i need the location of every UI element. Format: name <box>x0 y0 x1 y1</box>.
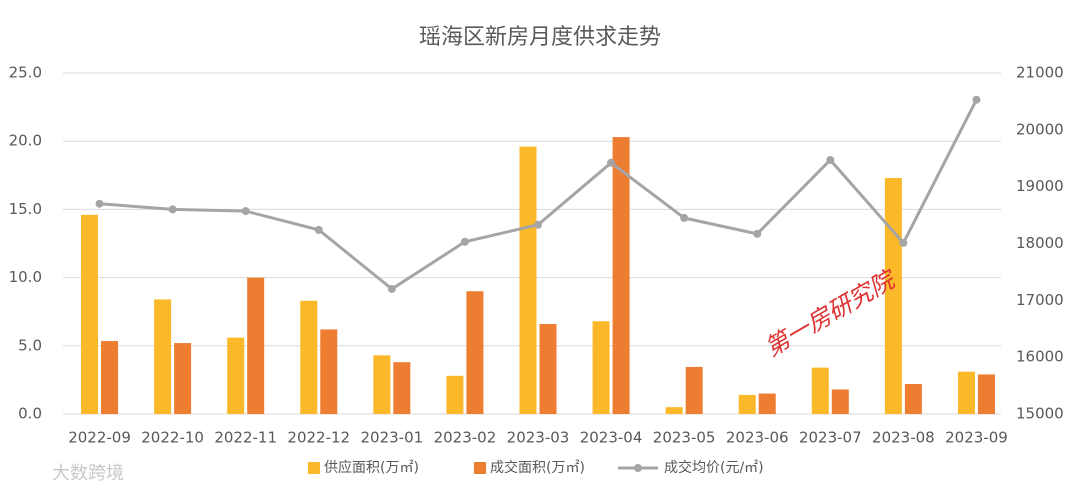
bar <box>393 362 411 414</box>
x-tick-label: 2022-11 <box>214 429 277 447</box>
bar <box>101 341 119 414</box>
x-tick-label: 2022-12 <box>287 429 350 447</box>
y2-tick-label: 21000 <box>1016 64 1064 82</box>
watermark: 大数跨境 <box>52 463 124 484</box>
y2-tick-label: 15000 <box>1016 405 1064 423</box>
bar <box>300 300 318 414</box>
bar <box>154 299 172 414</box>
y-tick-label: 0.0 <box>18 405 42 423</box>
y-tick-label: 10.0 <box>9 268 42 286</box>
bar <box>227 337 245 414</box>
line-point <box>241 207 250 216</box>
y-tick-label: 15.0 <box>9 200 42 218</box>
bar <box>811 367 829 414</box>
line-point <box>899 238 908 247</box>
bar <box>612 137 630 414</box>
line <box>99 99 978 291</box>
bar <box>174 343 192 414</box>
x-tick-label: 2023-01 <box>361 429 424 447</box>
bar <box>320 329 338 414</box>
line-point <box>460 237 469 246</box>
bar <box>831 389 849 414</box>
y-tick-label: 25.0 <box>9 64 42 82</box>
y2-tick-label: 16000 <box>1016 348 1064 366</box>
bar <box>446 375 464 414</box>
bar <box>665 407 683 414</box>
x-tick-label: 2023-06 <box>726 429 789 447</box>
bar <box>519 146 537 414</box>
legend-label: 成交面积(万㎡) <box>490 459 585 476</box>
line-point <box>680 213 689 222</box>
bar <box>904 383 922 414</box>
x-tick-label: 2023-08 <box>872 429 935 447</box>
bar <box>81 214 99 414</box>
legend-swatch <box>474 462 486 474</box>
bar <box>466 291 484 414</box>
bar <box>373 355 391 414</box>
x-tick-label: 2023-05 <box>653 429 716 447</box>
line-point <box>753 229 762 238</box>
x-tick-label: 2023-04 <box>580 429 643 447</box>
bar <box>247 277 265 414</box>
y2-tick-label: 18000 <box>1016 234 1064 252</box>
bar <box>957 371 975 414</box>
y2-tick-label: 19000 <box>1016 177 1064 195</box>
legend-label: 供应面积(万㎡) <box>324 459 419 476</box>
y2-tick-label: 20000 <box>1016 120 1064 138</box>
line-point <box>95 199 104 208</box>
legend-swatch <box>634 464 642 472</box>
x-tick-label: 2023-02 <box>434 429 497 447</box>
chart-title: 瑶海区新房月度供求走势 <box>419 25 661 50</box>
y2-tick-label: 17000 <box>1016 291 1064 309</box>
line-point <box>534 220 542 229</box>
bar <box>758 393 776 414</box>
bar <box>738 394 756 414</box>
legend-label: 成交均价(元/㎡) <box>664 459 764 476</box>
line-point <box>826 155 835 164</box>
x-tick-label: 2022-10 <box>141 429 204 447</box>
x-tick-label: 2022-09 <box>68 429 131 447</box>
line-point <box>168 205 177 214</box>
legend-swatch <box>308 462 320 474</box>
y-tick-label: 20.0 <box>9 132 42 150</box>
x-tick-label: 2023-09 <box>945 429 1008 447</box>
x-tick-label: 2023-07 <box>799 429 862 447</box>
x-tick-label: 2023-03 <box>507 429 570 447</box>
y-tick-label: 5.0 <box>18 336 42 354</box>
bar <box>685 366 703 414</box>
bar <box>592 321 610 414</box>
line-point <box>607 158 616 167</box>
watermark: 第一房研究院 <box>760 264 902 362</box>
bar <box>977 374 995 414</box>
line-point <box>972 95 981 104</box>
line-point <box>387 284 396 293</box>
line-point <box>314 225 323 234</box>
bar <box>539 323 557 414</box>
